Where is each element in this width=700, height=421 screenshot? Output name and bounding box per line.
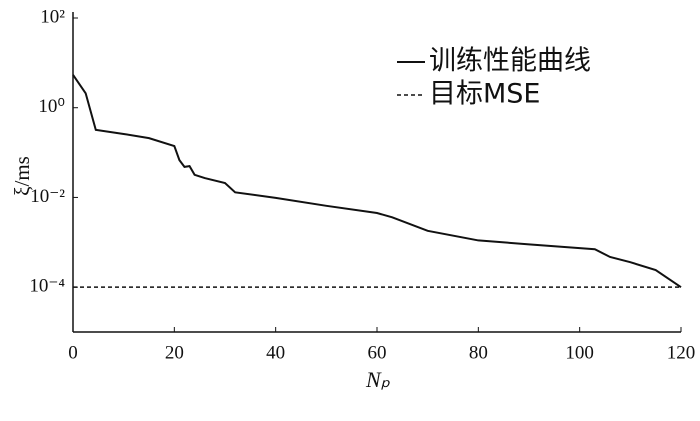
- x-axis-label: Nₚ: [365, 367, 391, 392]
- x-tick-label: 100: [565, 342, 594, 363]
- y-tick-label: 10⁰: [38, 96, 65, 117]
- x-tick-label: 20: [165, 342, 184, 363]
- x-tick-label: 80: [469, 342, 488, 363]
- x-tick-label: 0: [68, 342, 78, 363]
- legend-label: 训练性能曲线: [429, 46, 591, 77]
- y-tick-label: 10⁻²: [30, 186, 65, 207]
- y-tick-label: 10⁻⁴: [29, 276, 65, 297]
- y-tick-label: 10²: [40, 6, 65, 27]
- x-tick-label: 60: [368, 342, 387, 363]
- x-tick-label: 40: [266, 342, 285, 363]
- legend-label: 目标MSE: [429, 79, 541, 110]
- line-series: [72, 74, 682, 288]
- y-axis-label: ξ/ms: [10, 156, 34, 196]
- x-tick-label: 120: [667, 342, 696, 363]
